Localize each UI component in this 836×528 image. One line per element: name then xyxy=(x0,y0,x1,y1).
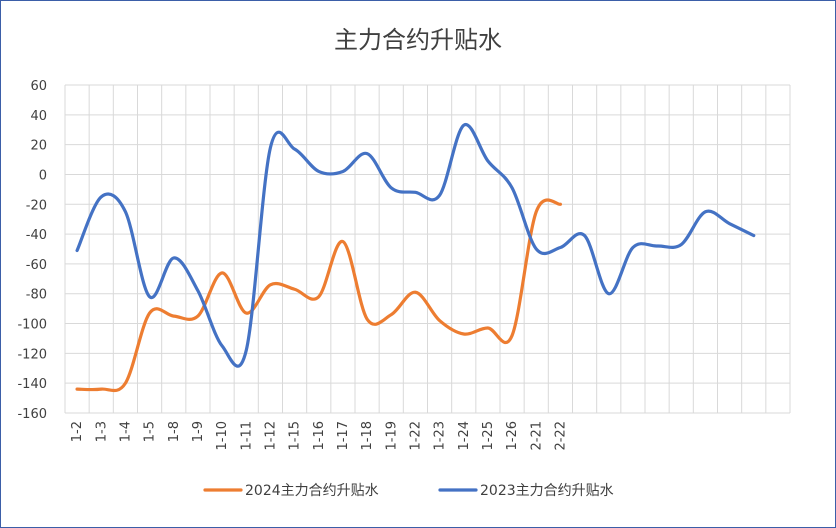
gridlines xyxy=(64,84,791,414)
x-tick-label: 1-16 xyxy=(312,421,327,451)
x-tick-label: 1-17 xyxy=(336,421,351,451)
x-tick-label: 1-5 xyxy=(143,421,158,442)
x-tick-label: 1-9 xyxy=(191,421,206,442)
y-tick-label: -60 xyxy=(26,258,47,273)
y-tick-label: 60 xyxy=(30,79,47,94)
x-tick-label: 1-15 xyxy=(288,421,303,451)
x-tick-label: 1-18 xyxy=(360,421,375,451)
y-axis-ticks: -160 -140 -120 -100 -80 -60 -40 -20 0 20 40 60 xyxy=(17,79,47,422)
series-line-1 xyxy=(75,198,563,393)
x-tick-label: 2-21 xyxy=(529,421,544,451)
y-tick-label: -120 xyxy=(17,347,47,362)
x-tick-label: 1-4 xyxy=(118,421,133,442)
x-tick-label: 1-19 xyxy=(384,421,399,451)
x-tick-label: 1-8 xyxy=(167,421,182,442)
y-tick-label: -100 xyxy=(17,318,47,333)
x-tick-label: 1-25 xyxy=(481,421,496,451)
x-tick-label: 1-24 xyxy=(457,421,472,451)
y-tick-label: 0 xyxy=(39,168,47,183)
x-tick-label: 1-22 xyxy=(408,421,423,451)
y-tick-label: -20 xyxy=(26,198,47,213)
x-tick-label: 1-12 xyxy=(263,421,278,451)
y-tick-label: -140 xyxy=(17,377,47,392)
y-tick-label: 40 xyxy=(30,109,47,124)
y-tick-label: 20 xyxy=(30,139,47,154)
legend-label: 2024主力合约升贴水 xyxy=(245,483,379,499)
x-tick-label: 1-23 xyxy=(433,421,448,451)
legend: 2024主力合约升贴水 2023主力合约升贴水 xyxy=(203,483,614,499)
y-tick-label: -40 xyxy=(26,228,47,243)
x-tick-label: 2-22 xyxy=(553,421,568,451)
y-tick-label: -160 xyxy=(17,407,47,422)
series-line-2 xyxy=(75,123,756,368)
x-tick-label: 1-11 xyxy=(239,421,254,451)
x-tick-label: 1-2 xyxy=(70,421,85,442)
legend-label: 2023主力合约升贴水 xyxy=(480,483,614,499)
x-axis-ticks: 1-2 1-3 1-4 1-5 1-8 1-9 1-10 1-11 1-12 1-15 1-16 1-… xyxy=(70,421,568,451)
chart-title: 主力合约升贴水 xyxy=(334,26,502,54)
x-tick-label: 1-3 xyxy=(94,421,109,442)
series-lines xyxy=(75,123,756,393)
x-tick-label: 1-26 xyxy=(505,421,520,451)
y-tick-label: -80 xyxy=(26,288,47,303)
x-tick-label: 1-10 xyxy=(215,421,230,451)
